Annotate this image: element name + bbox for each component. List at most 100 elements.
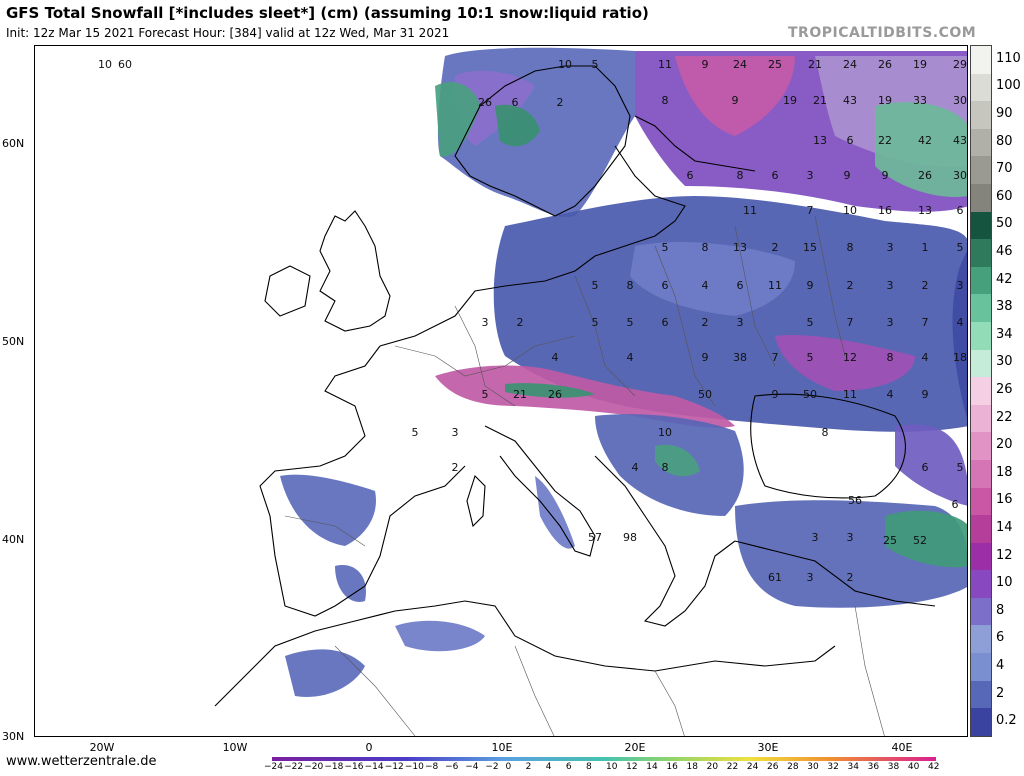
map-value-label: 56: [848, 494, 862, 507]
map-value-label: 6: [662, 279, 669, 292]
colorbar-label: 30: [996, 354, 1013, 370]
lon-label-30e: 30E: [757, 741, 779, 754]
map-value-label: 5: [592, 279, 599, 292]
map-value-label: 24: [733, 58, 747, 71]
map-value-label: 3: [812, 531, 819, 544]
colorbar-swatch: [971, 459, 991, 488]
colorbar-swatch: [971, 239, 991, 267]
colorbar-label: 20: [996, 437, 1013, 453]
anomaly-label: −4: [465, 762, 479, 772]
map-value-label: 5: [957, 461, 964, 474]
map-value-label: 9: [882, 169, 889, 182]
map-value-label: 43: [843, 94, 857, 107]
coastlines: [214, 65, 936, 707]
map-value-label: 5: [957, 241, 964, 254]
anomaly-label: −16: [344, 762, 364, 772]
anomaly-label: −10: [404, 762, 424, 772]
map-value-label: 8: [662, 94, 669, 107]
map-value-label: 19: [878, 94, 892, 107]
map-value-label: 4: [627, 351, 634, 364]
map-value-label: 1: [922, 241, 929, 254]
colorbar-label: 18: [996, 464, 1013, 480]
map-value-label: 11: [743, 204, 757, 217]
site-credit: TROPICALTIDBITS.COM: [788, 25, 977, 41]
map-value-label: 19: [913, 58, 927, 71]
map-value-label: 4: [702, 279, 709, 292]
map-value-label: 50: [803, 388, 817, 401]
map-value-label: 13: [918, 204, 932, 217]
map-value-label: 6: [772, 169, 779, 182]
colorbar-label: 100: [996, 78, 1021, 94]
map-value-label: 8: [662, 461, 669, 474]
map-value-label: 43: [953, 134, 967, 147]
map-value-label: 11: [843, 388, 857, 401]
map-value-label: 5: [412, 426, 419, 439]
map-value-label: 5: [592, 316, 599, 329]
colorbar-swatch: [971, 653, 991, 681]
colorbar-swatch: [971, 46, 991, 74]
map-value-label: 9: [772, 388, 779, 401]
map-value-label: 26: [548, 388, 562, 401]
map-value-label: 24: [843, 58, 857, 71]
map-value-label: 10: [558, 58, 572, 71]
map-value-label: 10: [98, 58, 112, 71]
colorbar-label: 8: [996, 602, 1005, 618]
map-value-label: 9: [807, 279, 814, 292]
map-value-label: 21: [813, 94, 827, 107]
anomaly-label: −14: [364, 762, 384, 772]
map-value-label: 9: [844, 169, 851, 182]
map-value-label: 98: [623, 531, 637, 544]
colorbar-swatch: [971, 266, 991, 295]
anomaly-label: 18: [686, 762, 698, 772]
colorbar-swatch: [971, 156, 991, 184]
lat-label-40n: 40N: [2, 533, 25, 546]
map-value-label: 6: [847, 134, 854, 147]
map-value-label: 7: [922, 316, 929, 329]
map-value-label: 19: [783, 94, 797, 107]
map-title: GFS Total Snowfall [*includes sleet*] (c…: [6, 4, 649, 22]
anomaly-label: 28: [787, 762, 799, 772]
map-value-label: 5: [592, 58, 599, 71]
anomaly-label: 14: [646, 762, 658, 772]
map-value-label: 3: [807, 169, 814, 182]
anomaly-label: 26: [767, 762, 779, 772]
map-value-label: 2: [517, 316, 524, 329]
map-value-label: 2: [452, 461, 459, 474]
anomaly-label: 38: [887, 762, 900, 772]
colorbar-swatch: [971, 708, 991, 736]
colorbar-label: 2: [996, 685, 1005, 701]
colorbar-swatch: [971, 377, 991, 405]
map-value-label: 2: [922, 279, 929, 292]
colorbar-swatch: [971, 321, 991, 350]
colorbar-swatch: [971, 101, 991, 129]
map-value-label: 9: [702, 351, 709, 364]
lat-label-30n: 30N: [2, 730, 25, 743]
map-value-label: 6: [512, 96, 519, 109]
map-value-label: 8: [702, 241, 709, 254]
map-value-label: 9: [732, 94, 739, 107]
colorbar-swatch: [971, 432, 991, 460]
colorbar-swatch: [971, 128, 991, 157]
map-value-label: 8: [847, 241, 854, 254]
colorbar-swatch: [971, 294, 991, 322]
anomaly-label: −18: [324, 762, 344, 772]
map-value-label: 33: [913, 94, 927, 107]
snow-areas: [280, 47, 967, 697]
anomaly-label: 0: [505, 762, 512, 772]
map-value-label: 18: [953, 351, 967, 364]
map-value-label: 3: [482, 316, 489, 329]
map-value-label: 5: [662, 241, 669, 254]
colorbar-labels: 110 100 90 80 70 60 50 46 42 38 34 30 26 22 20 18 16 14 12…: [996, 45, 1024, 737]
anomaly-label: 32: [827, 762, 839, 772]
forecast-subtitle: Init: 12z Mar 15 2021 Forecast Hour: [38…: [6, 26, 450, 40]
map-value-label: 2: [702, 316, 709, 329]
anomaly-label: 20: [706, 762, 719, 772]
map-value-label: 6: [952, 498, 959, 511]
colorbar-label: 10: [996, 575, 1013, 591]
anomaly-label: 16: [666, 762, 678, 772]
map-value-label: 7: [847, 316, 854, 329]
colorbar-label: 110: [996, 50, 1021, 66]
map-value-label: 15: [803, 241, 817, 254]
colorbar-swatch: [971, 570, 991, 598]
colorbar-label: 70: [996, 161, 1013, 177]
